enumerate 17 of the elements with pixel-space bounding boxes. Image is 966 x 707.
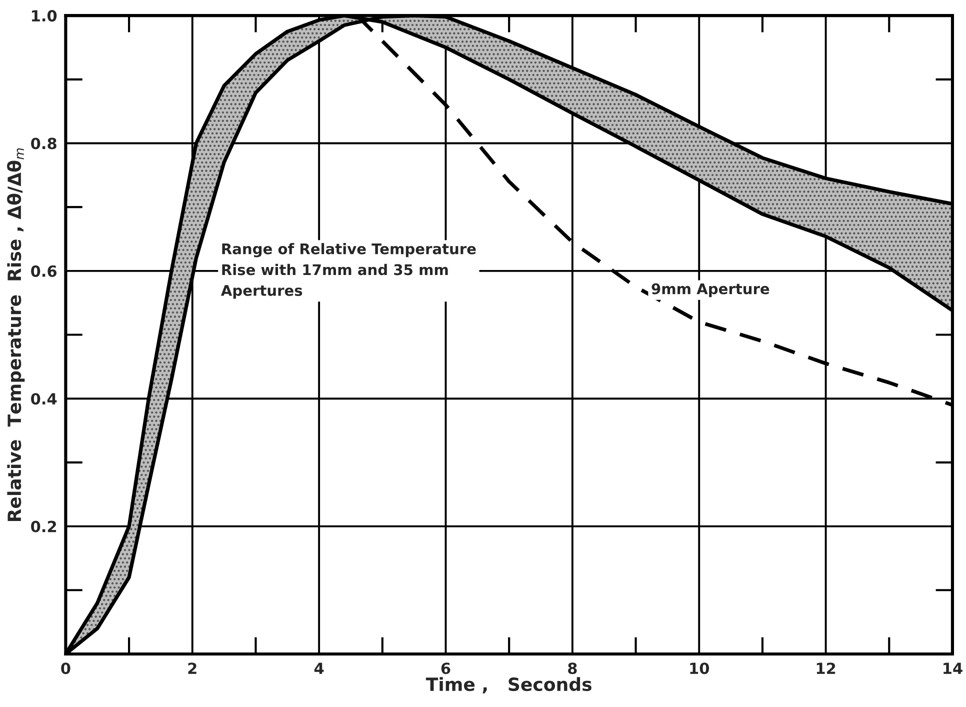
- x-tick-label: 12: [816, 662, 836, 674]
- x-tick-label: 0: [61, 662, 70, 674]
- x-tick-label: 6: [441, 662, 450, 674]
- x-tick-label: 8: [568, 662, 577, 674]
- x-axis-title: Time , Seconds: [426, 677, 592, 694]
- y-tick-label: 0.6: [31, 265, 57, 277]
- x-tick-label: 2: [188, 662, 196, 674]
- y-tick-label: 0.2: [31, 520, 56, 532]
- x-tick-label: 10: [690, 662, 710, 674]
- x-tick-label: 14: [944, 662, 962, 674]
- y-axis-title: Relative Temperature Rise , Δθ/Δθ$_{m}$: [7, 148, 25, 521]
- y-tick-label: 1.0: [32, 10, 57, 22]
- x-tick-label: 4: [314, 662, 324, 674]
- y-tick-label: 0.8: [31, 138, 56, 150]
- y-tick-label: 0.4: [31, 393, 57, 405]
- annotation: 9mm Aperture: [652, 283, 770, 298]
- annotation: Range of Relative Temperature Rise with 17mm and 35 mm Apertures: [220, 243, 476, 299]
